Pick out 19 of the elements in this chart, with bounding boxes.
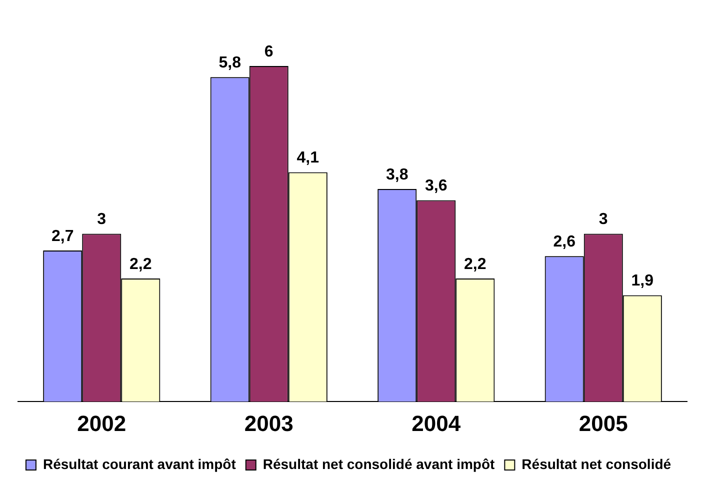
data-label: 4,1 [296,150,320,167]
data-label: 6 [264,43,274,60]
legend-label: Résultat net consolidé [522,456,672,472]
data-label: 3 [598,211,608,228]
legend-label: Résultat net consolidé avant impôt [262,456,496,472]
data-label: 1,9 [631,272,654,290]
x-tick-label: 2005 [578,410,628,436]
data-label: 3,8 [386,166,408,184]
data-label: 2,2 [464,256,486,273]
x-tick-label: 2002 [77,410,126,436]
data-label: 3,6 [425,178,448,195]
x-tick-label: 2003 [244,410,294,436]
data-label: 2,2 [130,256,152,273]
data-label: 3 [97,211,106,228]
legend-label: Résultat courant avant impôt [42,456,236,472]
data-label: 2,7 [51,228,74,245]
x-tick-label: 2004 [412,410,462,436]
data-label: 2,6 [553,234,576,251]
data-label: 5,8 [218,54,242,72]
